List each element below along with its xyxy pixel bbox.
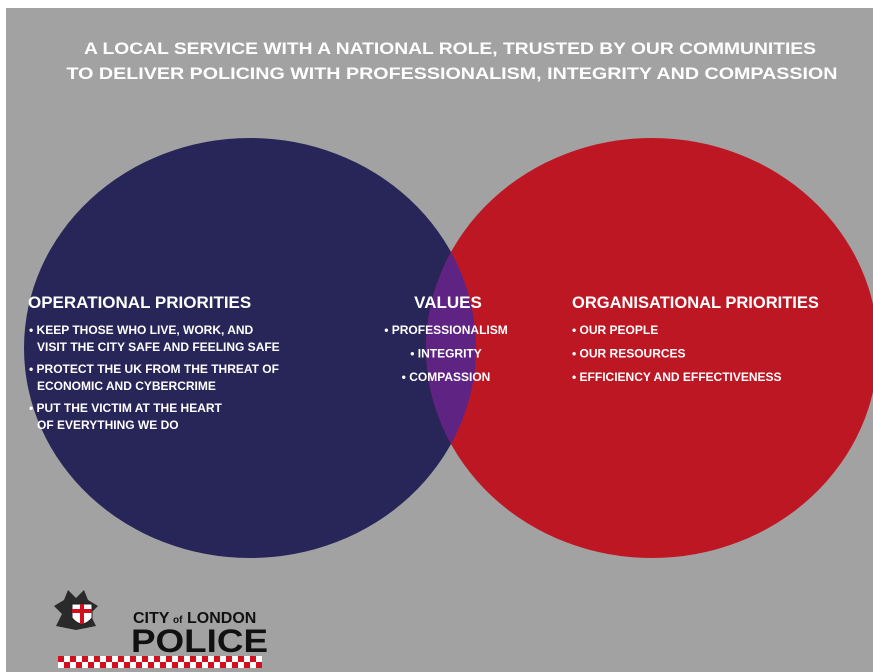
checker-square: [64, 662, 70, 668]
checker-square: [58, 656, 64, 662]
checker-square: [88, 656, 94, 662]
checker-square: [256, 656, 262, 662]
checker-square: [142, 662, 148, 668]
left-item: • PUT THE VICTIM AT THE HEART: [29, 401, 223, 415]
checker-square: [178, 662, 184, 668]
logo-police: POLICE: [131, 623, 268, 659]
checker-square: [100, 656, 106, 662]
left-item: • PROTECT THE UK FROM THE THREAT OF: [29, 362, 279, 376]
checker-square: [154, 656, 160, 662]
left-item: OF EVERYTHING WE DO: [37, 418, 179, 432]
checker-square: [172, 656, 178, 662]
checker-square: [82, 656, 88, 662]
checker-square: [88, 662, 94, 668]
left-circle: [24, 138, 476, 558]
crest-cross: [72, 609, 92, 613]
center-item: • COMPASSION: [402, 370, 491, 384]
left-item: VISIT THE CITY SAFE AND FEELING SAFE: [37, 340, 280, 354]
title-line: TO DELIVER POLICING WITH PROFESSIONALISM…: [67, 64, 838, 83]
checker-square: [148, 656, 154, 662]
checker-square: [118, 662, 124, 668]
checker-square: [58, 662, 64, 668]
checker-square: [94, 656, 100, 662]
checker-square: [244, 656, 250, 662]
checker-square: [238, 656, 244, 662]
logo-city: CITY: [133, 610, 170, 627]
checker-square: [82, 662, 88, 668]
logo: CITY of LONDON POLICE: [54, 590, 268, 668]
checker-square: [178, 656, 184, 662]
crest-cross: [80, 604, 84, 624]
checker-square: [106, 656, 112, 662]
checker-square: [220, 662, 226, 668]
checker-square: [106, 662, 112, 668]
checker-square: [202, 656, 208, 662]
checker-square: [130, 662, 136, 668]
right-item: • OUR PEOPLE: [572, 323, 658, 337]
checker-square: [232, 656, 238, 662]
logo-of: of: [173, 615, 183, 626]
checker-square: [184, 656, 190, 662]
checker-square: [136, 662, 142, 668]
checker-square: [64, 656, 70, 662]
right-item: • EFFICIENCY AND EFFECTIVENESS: [572, 370, 782, 384]
checker-square: [220, 656, 226, 662]
checker-square: [250, 656, 256, 662]
checker-square: [100, 662, 106, 668]
checker-square: [226, 656, 232, 662]
logo-london: LONDON: [187, 610, 256, 627]
checker-square: [94, 662, 100, 668]
checker-square: [196, 656, 202, 662]
checker-square: [226, 662, 232, 668]
checker-square: [112, 656, 118, 662]
checker-square: [202, 662, 208, 668]
title-line: A LOCAL SERVICE WITH A NATIONAL ROLE, TR…: [84, 39, 816, 58]
checker-square: [76, 656, 82, 662]
checker-square: [124, 656, 130, 662]
checker-square: [76, 662, 82, 668]
checker-square: [232, 662, 238, 668]
checker-square: [250, 662, 256, 668]
checker-square: [124, 662, 130, 668]
right-item: • OUR RESOURCES: [572, 347, 686, 361]
center-heading: VALUES: [414, 293, 482, 312]
left-item: • KEEP THOSE WHO LIVE, WORK, AND: [29, 323, 254, 337]
checker-square: [70, 662, 76, 668]
checker-square: [130, 656, 136, 662]
checker-square: [118, 656, 124, 662]
checker-square: [70, 656, 76, 662]
checker-square: [208, 656, 214, 662]
checker-square: [148, 662, 154, 668]
checker-square: [142, 656, 148, 662]
checker-square: [160, 656, 166, 662]
checker-square: [160, 662, 166, 668]
checker-square: [208, 662, 214, 668]
checker-square: [190, 662, 196, 668]
left-item: ECONOMIC AND CYBERCRIME: [37, 379, 216, 393]
checker-square: [196, 662, 202, 668]
checker-square: [172, 662, 178, 668]
center-item: • INTEGRITY: [410, 347, 482, 361]
right-heading: ORGANISATIONAL PRIORITIES: [572, 294, 819, 312]
checker-square: [112, 662, 118, 668]
checker-square: [166, 662, 172, 668]
left-heading: OPERATIONAL PRIORITIES: [28, 293, 251, 312]
checker-square: [214, 662, 220, 668]
checker-square: [214, 656, 220, 662]
right-circle: [426, 138, 873, 558]
checker-square: [244, 662, 250, 668]
checker-square: [238, 662, 244, 668]
checker-square: [166, 656, 172, 662]
checker-square: [154, 662, 160, 668]
checker-square: [184, 662, 190, 668]
checker-square: [190, 656, 196, 662]
checker-square: [136, 656, 142, 662]
center-item: • PROFESSIONALISM: [384, 323, 508, 337]
checker-square: [256, 662, 262, 668]
